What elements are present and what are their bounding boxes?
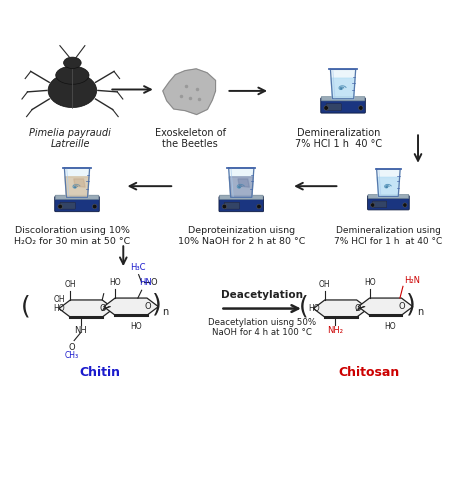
Text: Chitin: Chitin (80, 365, 121, 379)
Text: O: O (399, 302, 406, 311)
Text: O: O (100, 304, 106, 313)
FancyBboxPatch shape (321, 98, 365, 113)
Ellipse shape (64, 57, 81, 68)
Polygon shape (377, 169, 400, 196)
Text: n: n (162, 308, 168, 318)
Text: O: O (151, 278, 157, 287)
Text: Deproteinization uisng
10% NaOH for 2 h at 80 °C: Deproteinization uisng 10% NaOH for 2 h … (178, 226, 305, 246)
Text: O: O (69, 343, 75, 352)
Circle shape (358, 106, 363, 110)
Text: HO: HO (130, 322, 141, 331)
Text: ): ) (406, 293, 416, 317)
FancyBboxPatch shape (373, 201, 387, 207)
Text: Demineralization using
7% HCl for 1 h  at 40 °C: Demineralization using 7% HCl for 1 h at… (334, 226, 443, 246)
FancyBboxPatch shape (60, 202, 75, 209)
Text: Discoloration using 10%
H₂O₂ for 30 min at 50 °C: Discoloration using 10% H₂O₂ for 30 min … (14, 226, 130, 246)
Polygon shape (104, 298, 158, 315)
Polygon shape (331, 78, 355, 99)
FancyBboxPatch shape (321, 97, 365, 101)
Polygon shape (229, 177, 253, 197)
Polygon shape (238, 179, 249, 187)
Polygon shape (228, 168, 254, 197)
Text: Deacetylation uisng 50%
NaOH for 4 h at 100 °C: Deacetylation uisng 50% NaOH for 4 h at … (208, 318, 316, 338)
Polygon shape (313, 300, 368, 317)
Text: Chitosan: Chitosan (338, 365, 399, 379)
Text: CH₃: CH₃ (65, 351, 79, 360)
Text: HO: HO (54, 304, 65, 313)
Text: Exoskeleton of
the Beetles: Exoskeleton of the Beetles (155, 127, 226, 149)
Circle shape (257, 204, 261, 209)
Text: Pimelia payraudi
Latreille: Pimelia payraudi Latreille (29, 127, 111, 149)
FancyBboxPatch shape (55, 195, 99, 199)
Text: O: O (354, 304, 361, 313)
Ellipse shape (48, 73, 97, 108)
FancyBboxPatch shape (326, 103, 341, 111)
Circle shape (403, 203, 407, 207)
Circle shape (58, 204, 63, 209)
Text: O: O (145, 302, 151, 311)
Polygon shape (59, 300, 114, 317)
FancyBboxPatch shape (367, 195, 409, 210)
Text: NH₂: NH₂ (327, 326, 343, 335)
Text: (: ( (299, 295, 309, 319)
Circle shape (222, 204, 227, 209)
Text: (: ( (21, 295, 31, 319)
FancyBboxPatch shape (55, 196, 100, 212)
Text: OH: OH (64, 280, 76, 289)
Polygon shape (64, 168, 90, 197)
FancyBboxPatch shape (224, 202, 239, 209)
FancyBboxPatch shape (219, 196, 264, 212)
Text: OH: OH (54, 296, 65, 305)
Text: HO: HO (109, 278, 121, 287)
Text: Deacetylation: Deacetylation (221, 290, 303, 300)
Polygon shape (330, 69, 356, 99)
Polygon shape (163, 69, 216, 114)
Polygon shape (358, 298, 413, 315)
Text: n: n (417, 308, 423, 318)
Text: HO: HO (308, 304, 319, 313)
Text: Demineralization
7% HCl 1 h  40 °C: Demineralization 7% HCl 1 h 40 °C (295, 127, 382, 149)
Text: ): ) (152, 293, 162, 317)
Text: NH: NH (74, 326, 87, 335)
Text: H₃C: H₃C (130, 263, 146, 272)
Text: OH: OH (319, 280, 331, 289)
Text: HO: HO (384, 322, 396, 331)
FancyBboxPatch shape (368, 194, 409, 198)
Circle shape (371, 203, 375, 207)
Polygon shape (65, 177, 89, 197)
Polygon shape (377, 177, 400, 196)
Ellipse shape (56, 66, 89, 84)
Circle shape (92, 204, 97, 209)
Text: HN: HN (139, 278, 152, 287)
Text: HO: HO (364, 278, 375, 287)
FancyBboxPatch shape (219, 195, 263, 199)
Text: H₂N: H₂N (404, 276, 420, 285)
Circle shape (324, 106, 328, 110)
Polygon shape (74, 179, 85, 187)
